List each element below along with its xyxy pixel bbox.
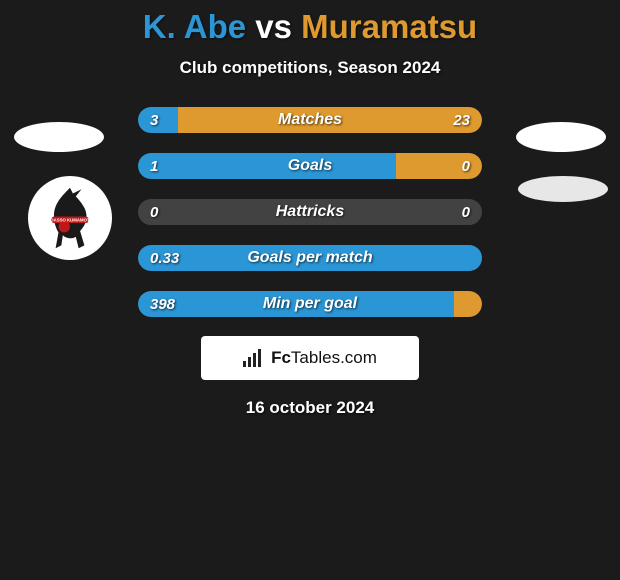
roasso-logo-icon: ROASSO KUMAMOTO [34, 182, 106, 254]
date-text: 16 october 2024 [0, 398, 620, 418]
comparison-bars: 3 Matches 23 1 Goals 0 0 Hattricks 0 0.3… [137, 106, 483, 318]
bar-chart-icon [243, 349, 265, 367]
team-logo-left: ROASSO KUMAMOTO [28, 176, 112, 260]
bar-label: Min per goal [138, 291, 482, 317]
bar-label: Hattricks [138, 199, 482, 225]
bar-row: 3 Matches 23 [137, 106, 483, 134]
player-right-name: Muramatsu [301, 8, 477, 45]
bar-label: Goals per match [138, 245, 482, 271]
bar-label: Matches [138, 107, 482, 133]
footer-brand-strong: Fc [271, 348, 291, 367]
svg-text:ROASSO KUMAMOTO: ROASSO KUMAMOTO [47, 218, 93, 223]
page-title: K. Abe vs Muramatsu [0, 0, 620, 46]
footer-brand-rest: Tables.com [291, 348, 377, 367]
player-left-name: K. Abe [143, 8, 246, 45]
subtitle: Club competitions, Season 2024 [0, 58, 620, 78]
footer-brand-text: FcTables.com [271, 348, 377, 368]
bar-row: 1 Goals 0 [137, 152, 483, 180]
title-vs: vs [255, 8, 292, 45]
footer-brand: FcTables.com [201, 336, 419, 380]
badge-top-right [516, 122, 606, 152]
bar-label: Goals [138, 153, 482, 179]
bar-row: 398 Min per goal [137, 290, 483, 318]
badge-bottom-right [518, 176, 608, 202]
badge-top-left [14, 122, 104, 152]
bar-value-right: 23 [453, 107, 470, 133]
bar-row: 0 Hattricks 0 [137, 198, 483, 226]
bar-row: 0.33 Goals per match [137, 244, 483, 272]
bar-value-right: 0 [462, 199, 470, 225]
bar-value-right: 0 [462, 153, 470, 179]
